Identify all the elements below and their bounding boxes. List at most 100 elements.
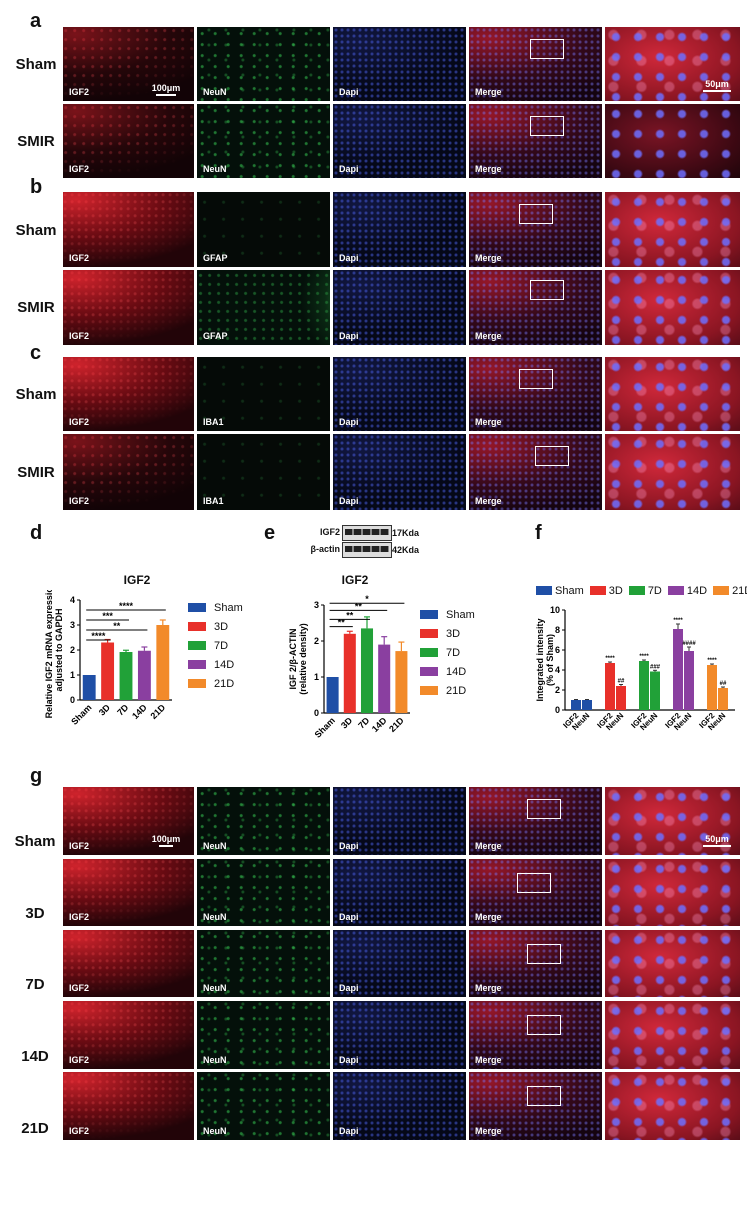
micrograph-dapi: Dapi <box>333 1072 466 1140</box>
significance-label: ** <box>113 621 121 631</box>
row-label-21d-g: 21D <box>21 1120 49 1137</box>
bar <box>137 650 151 700</box>
bar <box>156 625 170 700</box>
zoom-box <box>530 116 564 136</box>
legend-label: Sham <box>555 584 584 597</box>
blot-band-igf2 <box>342 525 392 541</box>
panel-label-c: c <box>30 342 42 364</box>
x-tick-label: 21D <box>148 702 167 721</box>
legend-label: 21D <box>446 684 467 697</box>
legend-label: 3D <box>446 627 461 640</box>
channel-label: Dapi <box>339 1055 359 1065</box>
bar <box>650 671 660 710</box>
legend-swatch <box>420 610 438 619</box>
panel-label-a: a <box>30 10 42 32</box>
bar <box>616 686 626 710</box>
y-tick-label: 2 <box>70 645 75 655</box>
legend-swatch <box>589 586 606 595</box>
scale-bar: 100μm <box>146 834 186 847</box>
x-tick-label: Sham <box>313 715 337 739</box>
y-tick-label: 0 <box>314 708 319 718</box>
micrograph-igf2: IGF2 <box>63 270 194 345</box>
legend-swatch <box>188 622 206 631</box>
y-tick-label: 3 <box>314 600 319 610</box>
micrograph-dapi: Dapi <box>333 357 466 431</box>
legend-label: 7D <box>446 646 461 659</box>
legend-label: 3D <box>608 584 623 597</box>
legend-item: Sham <box>188 598 243 617</box>
micrograph-igf2: IGF2 <box>63 1072 194 1140</box>
channel-label: NeuN <box>203 1126 227 1136</box>
bar <box>343 633 356 713</box>
micrograph-merge: Merge <box>469 104 602 178</box>
bar <box>639 661 649 710</box>
legend-swatch <box>420 648 438 657</box>
micrograph-dapi: Dapi <box>333 192 466 267</box>
channel-label: IGF2 <box>69 87 90 97</box>
channel-label: NeuN <box>203 87 227 97</box>
bar <box>119 652 133 700</box>
micrograph-merge: Merge <box>469 27 602 101</box>
x-tick-label: 21D <box>387 715 406 734</box>
y-tick-label: 3 <box>70 620 75 630</box>
bar <box>684 651 694 710</box>
bar <box>360 628 374 713</box>
x-tick-label: Sham <box>69 702 93 726</box>
micrograph-dapi: Dapi <box>333 787 466 855</box>
bar <box>718 688 728 710</box>
x-tick-label: 14D <box>130 702 149 721</box>
zoom-box <box>519 369 553 389</box>
legend-swatch <box>188 679 206 688</box>
zoom-box <box>527 1086 561 1106</box>
bar <box>571 700 581 710</box>
channel-label: IGF2 <box>69 253 90 263</box>
y-axis-label: adjusted to GAPDH <box>54 608 64 691</box>
micrograph-zoom <box>605 859 740 926</box>
chart-d-legend: Sham 3D 7D 14D 21D <box>188 598 243 693</box>
legend-item: 7D <box>420 643 475 662</box>
micrograph-zoom <box>605 1001 740 1069</box>
y-axis-label: Integrated intensity <box>535 618 545 701</box>
channel-label: IGF2 <box>69 912 90 922</box>
channel-label: Dapi <box>339 912 359 922</box>
legend-item: 3D <box>188 617 243 636</box>
channel-label: Merge <box>475 164 502 174</box>
y-tick-label: 0 <box>555 705 560 715</box>
channel-label: IGF2 <box>69 417 90 427</box>
channel-label: NeuN <box>203 841 227 851</box>
legend-swatch <box>188 641 206 650</box>
row-label-14d-g: 14D <box>21 1048 49 1065</box>
legend-label: 21D <box>214 677 235 690</box>
channel-label: IGF2 <box>69 983 90 993</box>
channel-label: Dapi <box>339 253 359 263</box>
legend-item: 14D <box>420 662 475 681</box>
micrograph-dapi: Dapi <box>333 27 466 101</box>
micrograph-zoom <box>605 1072 740 1140</box>
channel-label: Dapi <box>339 164 359 174</box>
significance-label: **** <box>91 631 106 641</box>
micrograph-zoom <box>605 930 740 997</box>
zoom-box <box>527 944 561 964</box>
zoom-box <box>530 39 564 59</box>
significance-label: ** <box>346 610 354 620</box>
chart-d-title: IGF2 <box>123 573 151 587</box>
zoom-box <box>527 1015 561 1035</box>
micrograph-zoom <box>605 434 740 510</box>
channel-label: Merge <box>475 87 502 97</box>
significance-label: ** <box>355 601 363 611</box>
channel-label: Dapi <box>339 87 359 97</box>
legend-item: 21D <box>188 674 243 693</box>
legend-label: 21D <box>732 584 747 597</box>
significance-label: #### <box>682 641 696 647</box>
significance-label: *** <box>102 611 113 621</box>
micrograph-neun: NeuN <box>197 1001 330 1069</box>
legend-swatch <box>536 586 552 595</box>
micrograph-igf2: IGF2 <box>63 930 194 997</box>
y-tick-label: 1 <box>314 672 319 682</box>
x-tick-label: 7D <box>356 715 372 731</box>
bar <box>605 663 615 710</box>
y-tick-label: 0 <box>70 695 75 705</box>
micrograph-igf2: IGF2 <box>63 104 194 178</box>
row-label-sham-a: Sham <box>15 56 57 73</box>
micrograph-neun: NeuN <box>197 787 330 855</box>
